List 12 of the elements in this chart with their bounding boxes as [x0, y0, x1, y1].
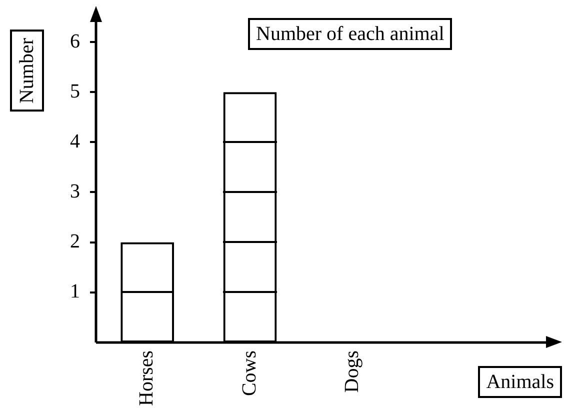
x-tick-label: Horses [136, 350, 158, 406]
y-tick-label: 5 [70, 80, 80, 102]
x-axis-title: Animals [478, 366, 562, 398]
y-tick-label: 6 [70, 30, 80, 52]
chart-title: Number of each animal [248, 18, 452, 50]
x-tick-label: Dogs [340, 350, 363, 393]
y-tick-label: 1 [70, 280, 80, 303]
y-axis-title: Number [10, 30, 44, 112]
y-tick-label: 3 [70, 180, 80, 202]
y-tick-label: 2 [70, 230, 80, 253]
y-tick-label: 4 [70, 130, 80, 152]
x-tick-label: Cows [238, 350, 260, 396]
